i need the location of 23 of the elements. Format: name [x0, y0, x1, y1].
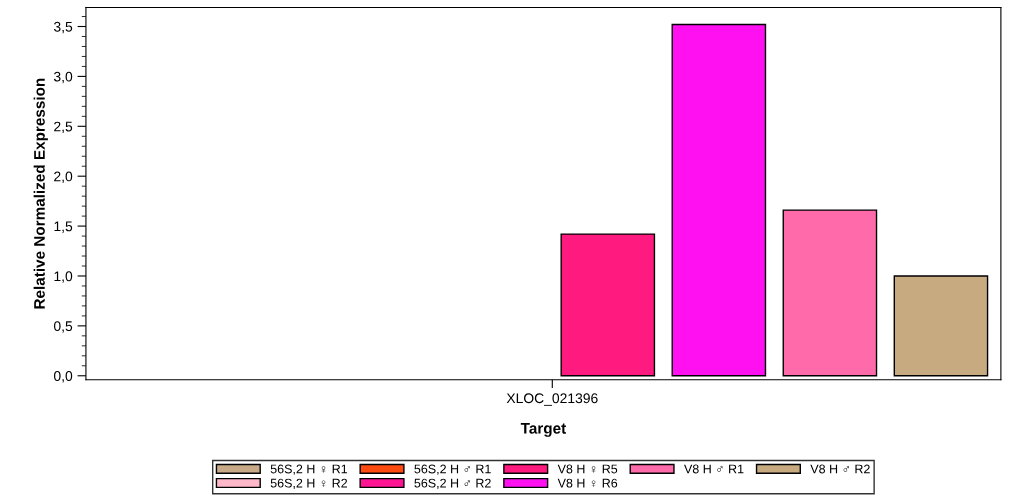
bar: [671, 23, 767, 377]
bar: [893, 275, 989, 377]
y-tick-label: 3,0: [53, 71, 73, 84]
y-tick-label: 3,5: [53, 21, 73, 34]
legend-label: V8 H ♂ R2: [810, 464, 870, 474]
legend-label: V8 H ♀ R6: [557, 478, 618, 488]
y-tick-label: 0,0: [53, 371, 73, 383]
legend-label: V8 H ♂ R1: [684, 464, 744, 474]
y-tick-label: 0,5: [53, 321, 73, 333]
y-tick-label: 1,0: [54, 271, 73, 283]
bar: [560, 233, 656, 377]
x-tick-label: XLOC_021396: [506, 393, 598, 406]
bar: [782, 209, 878, 377]
y-tick-label: 2,5: [54, 121, 73, 134]
legend-label: 56S,2 H ♀ R1: [270, 464, 348, 475]
legend-label: 56S,2 H ♀ R2: [270, 478, 348, 490]
y-axis-title: Relative Normalized Expression: [33, 78, 48, 309]
legend-label: 56S,2 H ♂ R2: [414, 478, 491, 490]
y-tick-label: 1,5: [54, 221, 73, 233]
legend-label: 56S,2 H ♂ R1: [414, 464, 491, 475]
x-axis-title: Target: [520, 423, 567, 437]
legend-label: V8 H ♀ R5: [557, 464, 618, 474]
y-tick-label: 2,0: [54, 171, 73, 183]
